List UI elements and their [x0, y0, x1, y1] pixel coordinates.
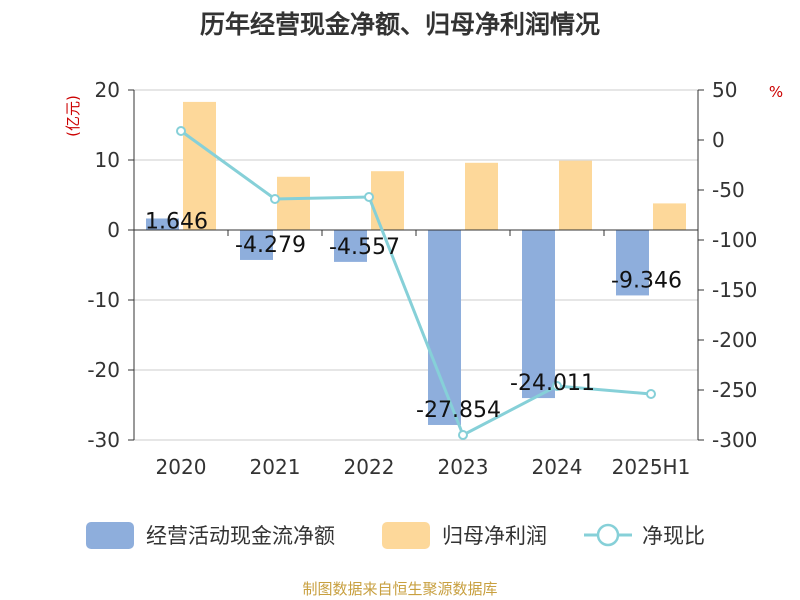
right-tick-label: 0	[712, 128, 725, 152]
cash-flow-bar	[146, 218, 179, 230]
source-note: 制图数据来自恒生聚源数据库	[302, 580, 497, 598]
cash-flow-data-label: -4.279	[235, 233, 306, 258]
x-tick-label: 2022	[344, 455, 395, 479]
legend-label-ratio: 净现比	[642, 524, 705, 548]
x-tick-label: 2021	[250, 455, 301, 479]
net-profit-bar	[277, 176, 310, 230]
left-tick-label: 10	[95, 148, 120, 172]
cash-flow-bar	[240, 230, 273, 260]
axis-layer: 20 10 0 -10 -20 -30 50 0 -50 -100 -150 -200 -250 -300…	[87, 78, 757, 479]
left-axis-unit: (亿元)	[64, 95, 82, 137]
cash-flow-bar	[428, 230, 461, 425]
left-tick-label: -20	[87, 358, 120, 382]
left-tick-label: -30	[87, 428, 120, 452]
line-layer	[176, 126, 656, 440]
right-axis-unit: %	[769, 83, 783, 101]
right-tick-label: -100	[712, 228, 757, 252]
net-profit-bar	[183, 101, 216, 231]
right-tick-label: -200	[712, 328, 757, 352]
legend-label-net-profit: 归母净利润	[442, 524, 547, 548]
net-profit-bar	[465, 162, 498, 230]
legend-swatch-net-profit	[382, 522, 430, 549]
x-tick-label: 2020	[156, 455, 207, 479]
right-tick-label: -250	[712, 378, 757, 402]
net-profit-bar	[653, 203, 686, 230]
legend: 经营活动现金流净额 归母净利润 净现比	[86, 522, 705, 549]
right-tick-label: -150	[712, 278, 757, 302]
data-label-layer: 1.646 -4.279 -4.557 -27.854 -24.011 -9.346	[145, 209, 682, 423]
x-tick-label: 2025H1	[612, 455, 691, 479]
ratio-point	[646, 389, 656, 399]
cash-flow-bar	[334, 230, 367, 262]
bar-layer	[146, 101, 686, 425]
cash-flow-bar	[616, 230, 649, 296]
cash-flow-data-label: -24.011	[510, 371, 595, 396]
left-tick-label: -10	[87, 288, 120, 312]
right-tick-label: -300	[712, 428, 757, 452]
ratio-line	[180, 129, 652, 438]
ratio-point	[270, 194, 280, 204]
legend-label-cash-flow: 经营活动现金流净额	[146, 524, 335, 548]
ratio-point	[458, 430, 468, 440]
left-tick-label: 0	[107, 218, 120, 242]
cash-flow-data-label: -4.557	[329, 235, 400, 260]
chart-title: 历年经营现金净额、归母净利润情况	[200, 10, 600, 39]
ratio-point	[552, 381, 562, 391]
net-profit-bar	[559, 160, 592, 230]
cash-flow-data-label: -9.346	[611, 268, 682, 293]
left-tick-label: 20	[95, 78, 120, 102]
x-tick-label: 2023	[438, 455, 489, 479]
legend-marker-ratio	[596, 523, 620, 547]
net-profit-bar	[371, 171, 404, 230]
cash-flow-data-label: -27.854	[416, 398, 501, 423]
cash-flow-data-label: 1.646	[145, 209, 208, 234]
legend-swatch-cash-flow	[86, 522, 134, 549]
ratio-point	[364, 192, 374, 202]
cash-flow-bar	[522, 230, 555, 399]
x-tick-label: 2024	[532, 455, 583, 479]
ratio-point	[176, 126, 186, 136]
grid-lines	[134, 89, 698, 441]
right-tick-label: 50	[712, 78, 737, 102]
right-tick-label: -50	[712, 178, 745, 202]
